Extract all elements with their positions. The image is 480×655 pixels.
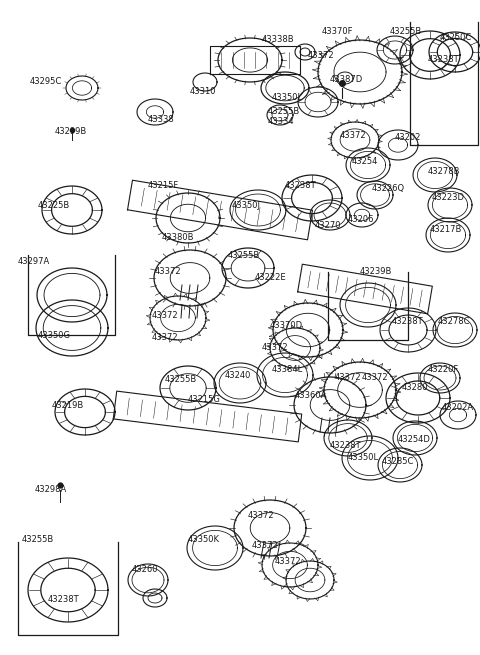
Text: 43278B: 43278B [428, 168, 460, 176]
Text: 43225B: 43225B [38, 200, 70, 210]
Text: 43350L: 43350L [348, 453, 379, 462]
Text: 43338: 43338 [148, 115, 175, 124]
Text: 43255B: 43255B [165, 375, 197, 384]
Text: 43384L: 43384L [272, 365, 303, 375]
Text: 43220F: 43220F [428, 365, 459, 375]
Text: 43202: 43202 [395, 134, 421, 143]
Text: 43260: 43260 [132, 565, 158, 574]
Text: 43372: 43372 [308, 50, 335, 60]
Text: 43255B: 43255B [390, 28, 422, 37]
Text: 43238T: 43238T [330, 441, 361, 449]
Text: 43238T: 43238T [392, 318, 424, 326]
Text: 43223D: 43223D [432, 193, 465, 202]
Text: 43372: 43372 [362, 373, 389, 383]
Text: 43372: 43372 [252, 540, 278, 550]
Text: 43372: 43372 [155, 267, 181, 276]
Text: 43380B: 43380B [162, 233, 194, 242]
Text: 43370F: 43370F [322, 28, 353, 37]
Text: 43238T: 43238T [285, 181, 317, 189]
Text: 43215G: 43215G [188, 396, 221, 405]
Text: 43285C: 43285C [382, 457, 414, 466]
Text: 43372: 43372 [275, 557, 301, 567]
Text: 43278C: 43278C [438, 318, 470, 326]
Text: 43239B: 43239B [360, 267, 392, 276]
Text: 43372: 43372 [152, 333, 179, 343]
Text: 43338B: 43338B [262, 35, 295, 45]
Text: 43255B: 43255B [268, 107, 300, 117]
Text: 43222E: 43222E [255, 274, 287, 282]
Text: 43255B: 43255B [228, 250, 260, 259]
Text: 43297A: 43297A [18, 257, 50, 267]
Text: 43238T: 43238T [48, 595, 80, 605]
Text: 43254D: 43254D [398, 436, 431, 445]
Text: 43299B: 43299B [55, 128, 87, 136]
Text: 43372: 43372 [262, 343, 288, 352]
Text: 43372: 43372 [248, 510, 275, 519]
Text: 43295C: 43295C [30, 77, 62, 86]
Text: 43255B: 43255B [22, 536, 54, 544]
Text: 43254: 43254 [352, 157, 378, 166]
Text: 43387D: 43387D [330, 75, 363, 84]
Text: 43360A: 43360A [295, 390, 327, 400]
Text: 43238T: 43238T [428, 56, 460, 64]
Text: 43372: 43372 [152, 310, 179, 320]
Text: 43226Q: 43226Q [372, 183, 405, 193]
Text: 43350G: 43350G [38, 331, 71, 339]
Text: 43250C: 43250C [440, 33, 472, 43]
Text: 43219B: 43219B [52, 400, 84, 409]
Text: 43206: 43206 [348, 215, 374, 225]
Text: 43217B: 43217B [430, 225, 462, 234]
Text: 43334: 43334 [268, 117, 295, 126]
Text: 43240: 43240 [225, 371, 252, 379]
Text: 43350K: 43350K [188, 536, 220, 544]
Text: 43370D: 43370D [270, 320, 303, 329]
Text: 43372: 43372 [340, 130, 367, 140]
Text: 43280: 43280 [402, 383, 429, 392]
Text: 43298A: 43298A [35, 485, 67, 495]
Text: 43372: 43372 [335, 373, 361, 383]
Text: 43215F: 43215F [148, 181, 179, 189]
Text: 43270: 43270 [315, 221, 341, 229]
Text: 43350L: 43350L [272, 94, 303, 102]
Text: 43350J: 43350J [232, 200, 261, 210]
Text: 43202A: 43202A [442, 403, 474, 413]
Text: 43310: 43310 [190, 88, 216, 96]
